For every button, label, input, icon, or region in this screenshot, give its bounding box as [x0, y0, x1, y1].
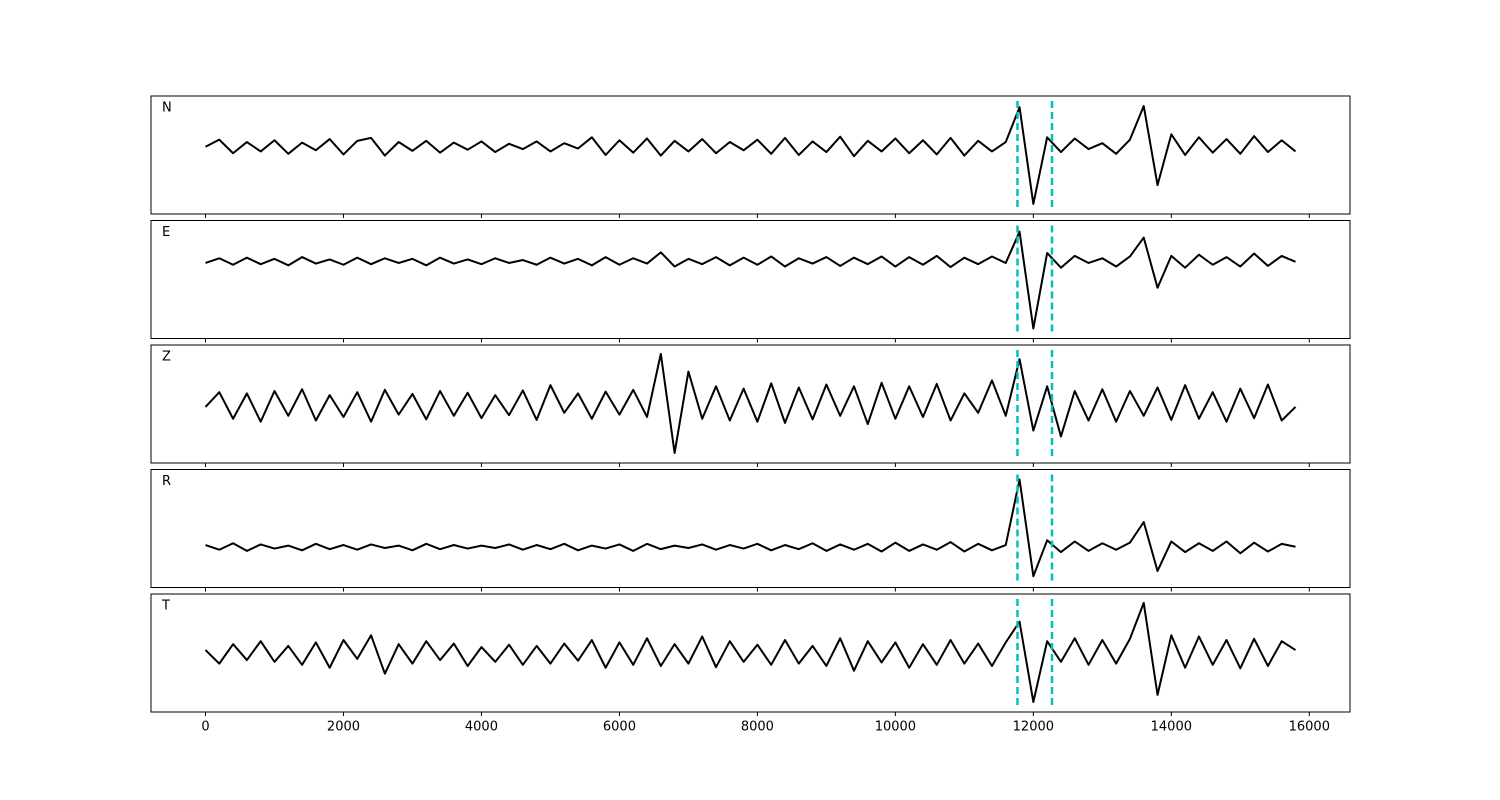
- panel-label: T: [161, 599, 170, 614]
- waveform: [205, 230, 1296, 330]
- x-tick-label: 4000: [465, 720, 498, 735]
- x-tick-label: 2000: [327, 720, 360, 735]
- x-tick-label: 8000: [741, 720, 774, 735]
- panel-label: Z: [162, 350, 171, 365]
- panel-label: N: [162, 101, 172, 116]
- x-tick-label: 16000: [1289, 720, 1330, 735]
- x-tick-label: 0: [201, 720, 209, 735]
- x-tick-label: 6000: [603, 720, 636, 735]
- x-tick-label: 12000: [1013, 720, 1054, 735]
- panel-frame: [150, 344, 1351, 464]
- waveform: [204, 352, 1297, 454]
- panel-label: R: [162, 474, 171, 489]
- panel-frame: [150, 220, 1351, 339]
- panel-frame: [150, 593, 1351, 713]
- x-tick-label: 14000: [1151, 720, 1192, 735]
- panel-frame: [150, 95, 1351, 215]
- waveform: [204, 601, 1297, 703]
- panel-frame: [150, 469, 1351, 588]
- waveform: [205, 478, 1296, 578]
- x-tick-label: 10000: [875, 720, 916, 735]
- panel-label: E: [162, 225, 170, 240]
- waveform: [205, 105, 1297, 205]
